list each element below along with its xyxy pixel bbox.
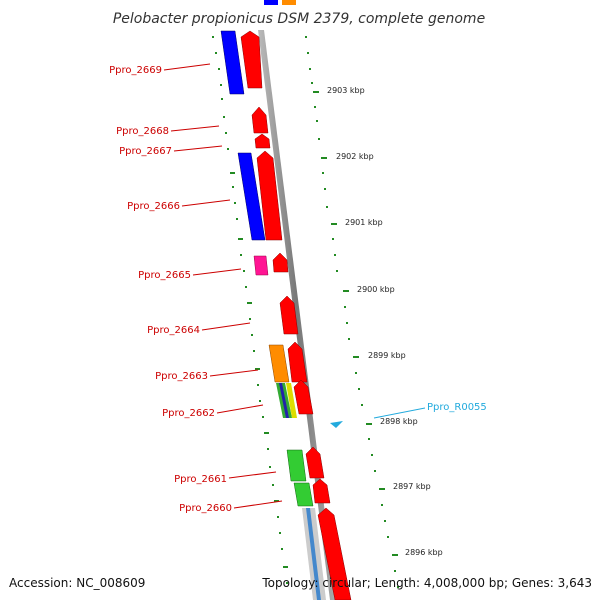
gene-label-ppro-2669[interactable]: Ppro_2669: [109, 65, 162, 76]
gene-arrow-ppro-2669[interactable]: [240, 30, 263, 89]
gene-feature-cog[interactable]: [286, 449, 307, 482]
scale-label: 2897 kbp: [393, 482, 431, 491]
gene-arrow-ppro-2664[interactable]: [279, 295, 299, 335]
gene-feature-cog[interactable]: [268, 344, 290, 383]
rna-label-leader: [373, 407, 426, 419]
gene-feature-cog[interactable]: [282, 0, 296, 5]
scale-label: 2896 kbp: [405, 548, 443, 557]
rna-feature-ppro-r0055[interactable]: [330, 421, 343, 428]
gene-feature-cog[interactable]: [286, 383, 297, 418]
gene-arrow-ppro-2668[interactable]: [251, 106, 269, 134]
gene-feature-cog[interactable]: [237, 152, 266, 241]
gene-arrow-ppro-2661[interactable]: [305, 446, 325, 479]
rna-label-ppro-r0055[interactable]: Ppro_R0055: [427, 402, 487, 413]
scale-label: 2900 kbp: [357, 285, 395, 294]
gene-arrow-ppro-2665[interactable]: [272, 252, 289, 273]
gene-feature-cog[interactable]: [264, 0, 278, 5]
scale-label: 2899 kbp: [368, 351, 406, 360]
gene-track: [240, 30, 352, 600]
gene-arrow[interactable]: [317, 507, 352, 600]
map-title: Pelobacter propionicus DSM 2379, complet…: [113, 11, 485, 27]
gene-feature-cog[interactable]: [293, 482, 314, 507]
accession-text: Accession: NC_008609: [9, 576, 145, 590]
gene-arrow-ppro-2667[interactable]: [254, 133, 271, 149]
gene-feature-cog[interactable]: [220, 30, 245, 95]
outer-tick-track: [305, 36, 399, 588]
gene-arrow-ppro-2666[interactable]: [256, 150, 283, 241]
gene-feature-cog[interactable]: [306, 508, 321, 600]
gene-arrow-ppro-2660[interactable]: [312, 478, 331, 504]
scale-label: 2901 kbp: [345, 218, 383, 227]
gene-label-ppro-2668[interactable]: Ppro_2668: [116, 126, 169, 137]
gene-label-ppro-2661[interactable]: Ppro_2661: [174, 474, 227, 485]
gene-label-ppro-2660[interactable]: Ppro_2660: [179, 503, 232, 514]
gene-label-ppro-2662[interactable]: Ppro_2662: [162, 408, 215, 419]
gene-label-ppro-2664[interactable]: Ppro_2664: [147, 325, 200, 336]
gene-label-ppro-2665[interactable]: Ppro_2665: [138, 270, 191, 281]
gene-arrow-ppro-2663[interactable]: [287, 341, 308, 383]
scale-label: 2898 kbp: [380, 417, 418, 426]
scale-label: 2902 kbp: [336, 152, 374, 161]
gene-label-ppro-2666[interactable]: Ppro_2666: [127, 201, 180, 212]
gene-label-ppro-2663[interactable]: Ppro_2663: [155, 371, 208, 382]
gene-label-ppro-2667[interactable]: Ppro_2667: [119, 146, 172, 157]
gene-arrow-ppro-2662[interactable]: [293, 379, 314, 415]
scale-label: 2903 kbp: [327, 86, 365, 95]
topology-text: Topology: circular; Length: 4,008,000 bp…: [261, 576, 592, 590]
inner-tick-track: [212, 36, 288, 584]
gene-feature-cog[interactable]: [279, 383, 289, 418]
gene-feature-cog[interactable]: [253, 255, 269, 276]
label-leaders: [163, 63, 283, 509]
cog-track: [220, 30, 326, 600]
